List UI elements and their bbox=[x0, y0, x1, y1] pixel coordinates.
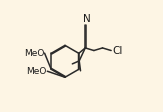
Text: Cl: Cl bbox=[112, 46, 123, 56]
Text: MeO: MeO bbox=[24, 49, 44, 58]
Text: MeO: MeO bbox=[26, 67, 47, 76]
Text: N: N bbox=[82, 14, 90, 24]
